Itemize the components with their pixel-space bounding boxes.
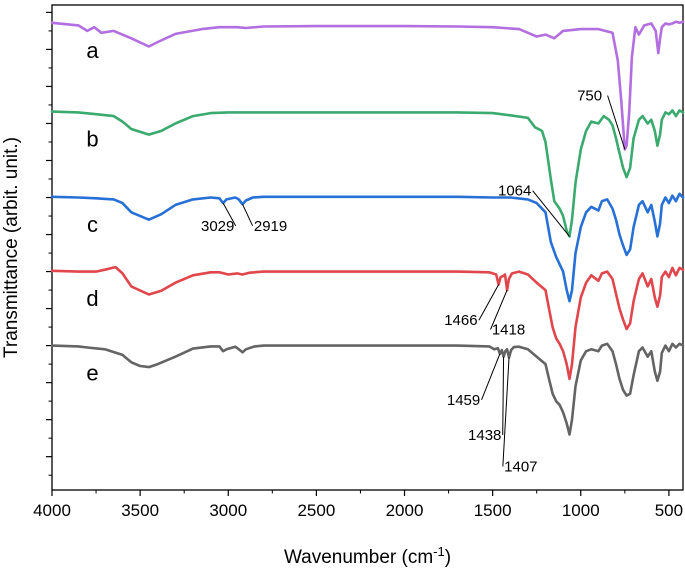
x-tick-label: 500 [655,501,683,520]
series-line-d [50,265,685,381]
series-label-b: b [86,127,98,152]
series-label-d: d [86,286,98,311]
annotation-label: 1407 [504,458,537,475]
annotation-label: 2919 [254,218,287,235]
annotation-label: 1418 [492,322,525,339]
annotation-leader [481,353,501,401]
x-axis-title-main: Wavenumber (cm [284,547,433,568]
series-label-c: c [87,212,98,237]
series-line-b [50,109,685,238]
x-tick-label: 4000 [33,501,71,520]
annotation-leader [242,203,254,227]
annotation-leader [532,190,570,237]
series-label-a: a [86,38,99,63]
x-axis-title-superscript: -1 [433,544,445,559]
series-line-e [50,342,685,436]
annotation-label: 3029 [201,218,234,235]
x-tick-label: 2000 [386,501,424,520]
x-axis-title: Wavenumber (cm-1) [284,544,451,569]
annotation-label: 750 [577,88,602,105]
annotation-label: 1466 [444,312,477,329]
x-tick-label: 1000 [562,501,600,520]
annotation-leader [478,284,500,321]
x-tick-label: 1500 [474,501,512,520]
annotation-leader [502,357,510,467]
plot-frame [51,4,684,491]
annotation-label: 1064 [498,183,531,200]
series-layer: a b c d e [50,20,685,436]
annotation-label: 1438 [468,427,501,444]
axes: 4000 3500 3000 2500 2000 1500 1000 500 [33,4,684,520]
series-line-a [50,20,685,151]
annotation-leader [222,202,237,227]
annotation-label: 1459 [447,392,480,409]
annotation-leader [607,95,626,150]
annotation-leader [490,289,508,330]
x-tick-label: 3500 [121,501,159,520]
x-axis-title-end: ) [445,547,451,568]
series-label-e: e [86,361,98,386]
series-line-c [50,192,685,303]
x-tick-label: 3000 [209,501,247,520]
annotation-leader [502,356,505,436]
y-axis-title: Transmittance (arbit. unit.) [1,137,22,358]
x-tick-label: 2500 [297,501,335,520]
